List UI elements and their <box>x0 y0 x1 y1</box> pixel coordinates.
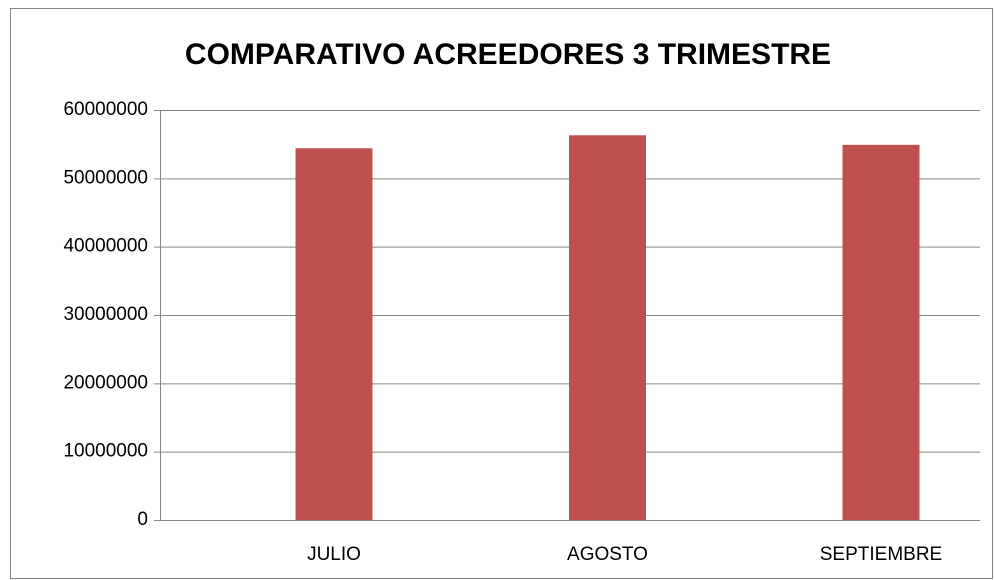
y-tick-label: 30000000 <box>63 304 148 325</box>
y-tick-label: 60000000 <box>63 99 148 120</box>
bar <box>295 148 373 520</box>
y-tick-label: 10000000 <box>63 441 148 462</box>
y-tick-label: 0 <box>137 509 148 530</box>
bar <box>842 144 920 520</box>
x-tick-label: AGOSTO <box>567 544 648 565</box>
y-tick-label: 20000000 <box>63 372 148 393</box>
chart-title: COMPARATIVO ACREEDORES 3 TRIMESTRE <box>185 38 831 71</box>
bar <box>569 135 646 521</box>
x-tick-label: SEPTIEMBRE <box>820 544 942 565</box>
chart-border <box>10 8 993 579</box>
y-tick-label: 40000000 <box>63 236 148 257</box>
x-tick-label: JULIO <box>307 544 361 565</box>
y-tick-label: 50000000 <box>63 167 148 188</box>
